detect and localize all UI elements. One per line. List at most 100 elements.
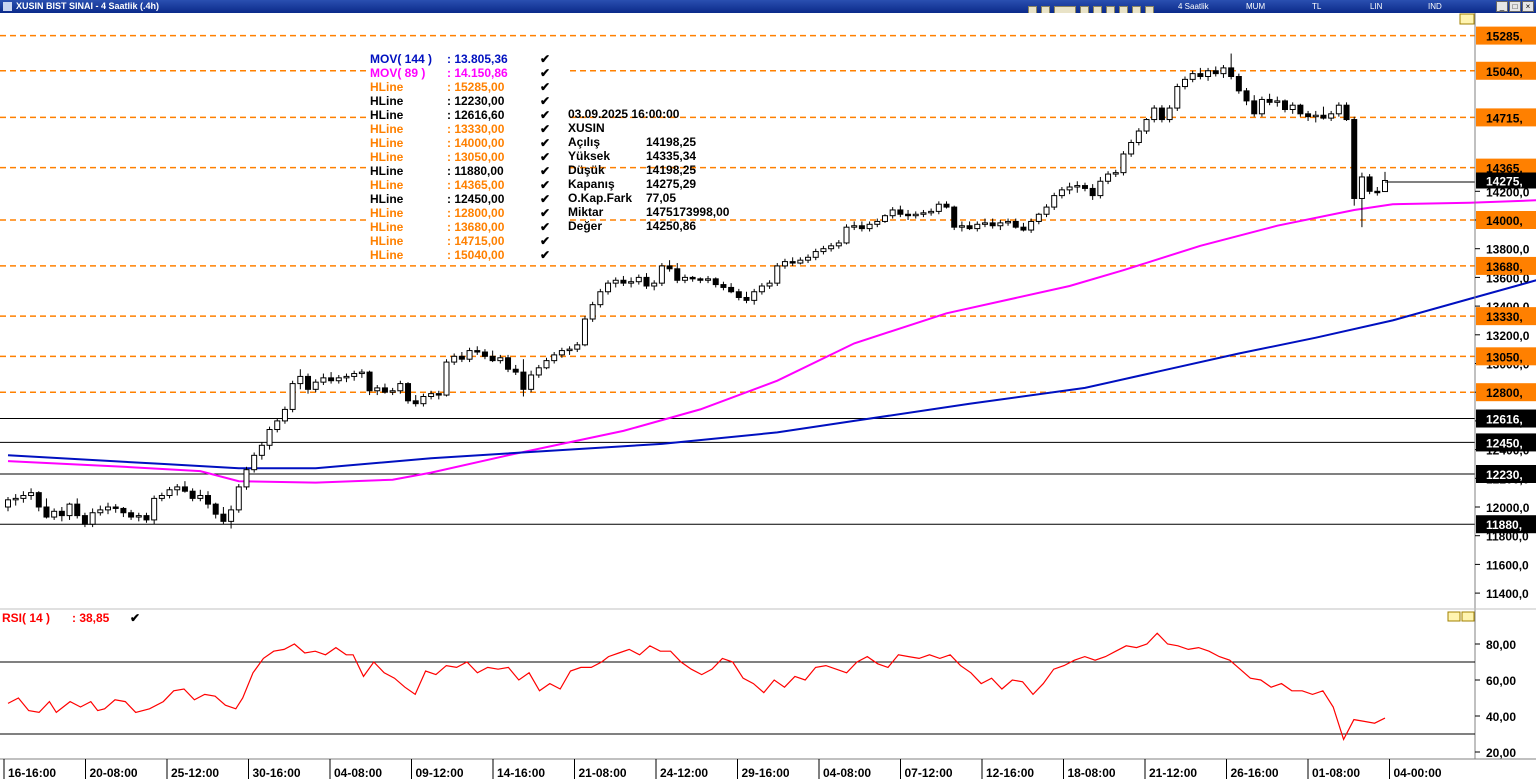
candle-body: [1366, 176, 1373, 192]
candle: [397, 380, 404, 394]
candle-body: [228, 509, 235, 522]
candle: [1320, 106, 1327, 120]
rsi-axis: 20,00 40,00 60,00 80,00: [1475, 638, 1516, 760]
time-tick-label: 04-00:00: [1394, 766, 1442, 779]
candle-body: [1351, 119, 1358, 199]
candle: [181, 481, 188, 493]
candle: [374, 385, 381, 396]
candle: [897, 205, 904, 218]
candle: [666, 260, 673, 272]
candle: [558, 347, 565, 358]
info-value: 14250,86: [646, 219, 696, 233]
minimize-button[interactable]: _: [1496, 1, 1508, 12]
mode-button-mum[interactable]: MUM: [1246, 2, 1266, 11]
candle: [1335, 102, 1342, 117]
candle-body: [443, 361, 450, 396]
legend-row-bg: [366, 164, 566, 178]
candle: [1128, 139, 1135, 157]
candle-body: [151, 497, 158, 521]
candle-body: [258, 444, 265, 456]
mode-button-ind[interactable]: IND: [1428, 2, 1442, 11]
candle-body: [528, 374, 535, 390]
candle: [1105, 171, 1112, 185]
candle: [612, 277, 619, 288]
info-value: 14198,25: [646, 163, 696, 177]
legend-check-icon: ✔: [540, 164, 550, 178]
legend-check-icon: ✔: [540, 122, 550, 136]
candle: [481, 349, 488, 360]
candle: [758, 283, 765, 295]
candle: [512, 364, 519, 375]
candle-body: [697, 278, 704, 281]
candle: [1220, 65, 1227, 78]
candle: [381, 383, 388, 394]
candle-body: [1051, 195, 1058, 208]
hline-price-label: 15285,: [1486, 30, 1523, 44]
candle: [1235, 73, 1242, 94]
candle-body: [1289, 104, 1296, 111]
candle: [1281, 99, 1288, 113]
period-selector[interactable]: 4 Saatlik: [1178, 2, 1209, 11]
legend-value: : 12616,60: [447, 108, 505, 122]
candle: [51, 508, 58, 520]
info-value: 14198,25: [646, 135, 696, 149]
candle: [266, 426, 273, 450]
candle: [820, 245, 827, 255]
candle-body: [958, 225, 965, 228]
candle: [597, 288, 604, 308]
legend-name: HLine: [370, 136, 404, 150]
rsi-panel-option-icon[interactable]: [1447, 611, 1461, 622]
chart-area[interactable]: MOV( 144 ): 13.805,36 ✔ MOV( 89 ): 14.150,…: [0, 13, 1536, 779]
candle: [20, 491, 27, 503]
legend-row-bg: [366, 220, 566, 234]
candle: [905, 209, 912, 220]
candle: [505, 354, 512, 373]
close-button[interactable]: ×: [1522, 1, 1534, 12]
candle-body: [920, 212, 927, 215]
candle: [889, 207, 896, 219]
rsi-tick-label: 20,00: [1486, 746, 1516, 760]
time-tick-label: 14-16:00: [497, 766, 545, 779]
candle: [89, 508, 96, 528]
info-label: Yüksek: [568, 149, 610, 163]
candle-body: [1235, 76, 1242, 92]
candle: [643, 273, 650, 289]
candle-body: [243, 469, 250, 488]
hline-price-tag: [1476, 464, 1536, 483]
candle-body: [1251, 100, 1258, 115]
candle: [28, 488, 35, 500]
legend-check-icon: ✔: [540, 234, 550, 248]
ohlc-info-panel: 03.09.2025 16:00:00 XUSIN Açılış 14198,25…: [568, 107, 730, 233]
candle: [851, 221, 858, 231]
candle-body: [212, 503, 219, 515]
time-tick-label: 20-08:00: [90, 766, 138, 779]
candle: [1043, 204, 1050, 218]
candle: [774, 263, 781, 287]
candle: [1166, 105, 1173, 123]
candle-body: [174, 486, 181, 491]
panel-option-icon[interactable]: [1459, 13, 1475, 25]
candle-body: [1105, 173, 1112, 182]
candle-body: [989, 222, 996, 227]
candle: [751, 288, 758, 305]
info-symbol: XUSIN: [568, 121, 605, 135]
candle: [1051, 192, 1058, 210]
rsi-check-icon[interactable]: ✔: [130, 611, 140, 625]
candle-body: [1012, 220, 1019, 228]
candle-body: [297, 375, 304, 385]
candle: [1251, 95, 1258, 117]
candle: [858, 221, 865, 232]
legend-value: : 13680,00: [447, 220, 505, 234]
candle-body: [1151, 107, 1158, 121]
hline-price-label: 11880,: [1486, 518, 1522, 532]
legend-check-icon: ✔: [540, 220, 550, 234]
rsi-panel-close-icon[interactable]: [1461, 611, 1475, 622]
candle-body: [1081, 185, 1088, 189]
moving-averages: [7, 199, 1536, 484]
mode-button-tl[interactable]: TL: [1312, 2, 1322, 11]
mode-button-lin[interactable]: LIN: [1370, 2, 1383, 11]
candle: [189, 488, 196, 502]
maximize-button[interactable]: □: [1509, 1, 1521, 12]
candle: [289, 380, 296, 413]
candle-body: [1035, 213, 1042, 222]
